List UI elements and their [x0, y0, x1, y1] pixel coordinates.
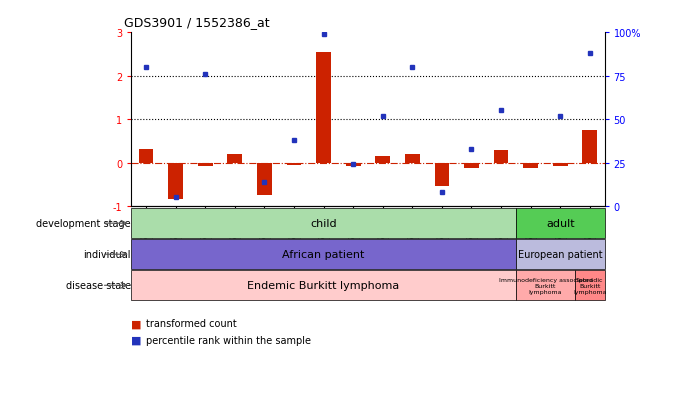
Text: Endemic Burkitt lymphoma: Endemic Burkitt lymphoma — [247, 280, 399, 291]
Text: European patient: European patient — [518, 249, 603, 260]
Text: African patient: African patient — [283, 249, 365, 260]
Bar — [198, 163, 213, 166]
Bar — [575, 271, 605, 301]
Text: child: child — [310, 218, 337, 229]
Bar — [464, 163, 479, 169]
Bar — [169, 163, 183, 200]
Text: Immunodeficiency associated
Burkitt
lymphoma: Immunodeficiency associated Burkitt lymp… — [498, 277, 592, 294]
Bar — [131, 209, 516, 239]
Bar — [287, 163, 301, 165]
Bar — [583, 131, 597, 163]
Bar — [131, 271, 516, 301]
Text: transformed count: transformed count — [146, 318, 237, 328]
Bar — [346, 163, 361, 166]
Bar — [523, 163, 538, 169]
Bar — [257, 163, 272, 196]
Bar — [405, 154, 419, 163]
Bar — [435, 163, 449, 187]
Text: individual: individual — [83, 249, 131, 260]
Text: Sporadic
Burkitt
lymphoma: Sporadic Burkitt lymphoma — [573, 277, 607, 294]
Bar — [516, 240, 605, 270]
Bar — [316, 52, 331, 163]
Text: percentile rank within the sample: percentile rank within the sample — [146, 335, 312, 345]
Text: adult: adult — [546, 218, 574, 229]
Text: ■: ■ — [131, 335, 142, 345]
Text: ■: ■ — [131, 318, 142, 328]
Bar — [553, 163, 567, 166]
Bar — [139, 150, 153, 163]
Text: GDS3901 / 1552386_at: GDS3901 / 1552386_at — [124, 16, 270, 29]
Text: development stage: development stage — [36, 218, 131, 229]
Bar — [493, 151, 509, 163]
Text: disease state: disease state — [66, 280, 131, 291]
Bar — [375, 157, 390, 163]
Bar — [516, 271, 575, 301]
Bar — [516, 209, 605, 239]
Bar — [227, 154, 243, 163]
Bar — [131, 240, 516, 270]
